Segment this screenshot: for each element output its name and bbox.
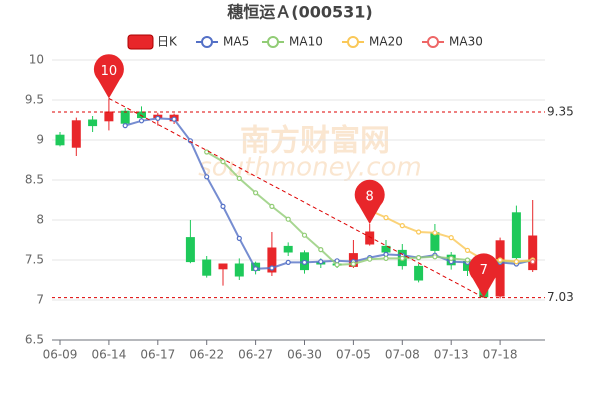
- candle-body: [234, 263, 244, 277]
- ma-point: [122, 122, 128, 129]
- candle-body: [55, 134, 65, 146]
- ma-point: [416, 255, 422, 261]
- ma-point: [464, 247, 471, 253]
- ma-point: [285, 259, 291, 265]
- candle-body: [71, 120, 81, 148]
- ma-point: [138, 118, 145, 124]
- legend-label: MA30: [449, 35, 483, 49]
- ma-point: [301, 232, 308, 238]
- y-tick-label: 9.5: [25, 93, 44, 107]
- ma-point: [448, 255, 454, 261]
- candle-body: [104, 111, 114, 122]
- watermark: southmoney.com: [198, 153, 421, 183]
- y-tick-label: 7: [36, 293, 44, 307]
- y-tick-label: 7.5: [25, 253, 44, 267]
- legend-swatch: [267, 36, 279, 48]
- annotation-label: 8: [366, 190, 374, 205]
- annotation-pin: [468, 253, 499, 298]
- annotation-pin: [93, 54, 124, 99]
- reference-label: 9.35: [547, 105, 574, 119]
- x-tick-label: 07-18: [483, 348, 518, 362]
- x-tick-label: 06-27: [238, 348, 273, 362]
- candle-body: [218, 263, 228, 270]
- y-tick-label: 8.5: [25, 173, 44, 187]
- ma-point: [399, 223, 405, 229]
- legend-swatch: [201, 36, 213, 48]
- candle-body: [283, 245, 293, 253]
- ma-point: [155, 115, 161, 122]
- candle-body: [88, 119, 98, 127]
- x-tick-label: 06-22: [189, 348, 224, 362]
- candle-body: [414, 265, 424, 281]
- ma-point: [432, 254, 438, 260]
- candle-body: [120, 110, 130, 124]
- ma-point: [383, 215, 389, 221]
- x-tick-label: 06-30: [287, 348, 322, 362]
- x-tick-label: 07-05: [336, 348, 371, 362]
- legend-swatch: [427, 36, 439, 48]
- legend-label: MA10: [289, 35, 323, 49]
- x-tick-label: 06-17: [140, 348, 175, 362]
- candle-body: [137, 111, 146, 119]
- x-tick-label: 06-09: [43, 348, 78, 362]
- ma-point: [220, 203, 226, 209]
- trend-line: [108, 97, 485, 299]
- ma-point: [301, 259, 308, 265]
- chart-title: 穗恒运Ａ(000531): [227, 3, 372, 22]
- ma-point: [513, 259, 520, 265]
- legend-label: MA5: [223, 35, 249, 49]
- legend-swatch: [347, 36, 359, 48]
- ma-point: [318, 259, 324, 265]
- y-tick-label: 6.5: [25, 333, 44, 347]
- ma-point: [236, 175, 242, 181]
- candle-body: [365, 231, 375, 245]
- ma-point: [448, 235, 454, 241]
- x-tick-label: 07-13: [434, 348, 469, 362]
- candle-body: [430, 232, 440, 251]
- ma-point: [253, 190, 259, 196]
- legend-swatch: [127, 34, 154, 50]
- ma-point: [204, 174, 210, 180]
- watermark: 南方财富网: [240, 124, 390, 159]
- ma-point: [171, 116, 177, 122]
- ma-point: [334, 262, 340, 268]
- candle-body: [528, 235, 538, 271]
- y-tick-label: 10: [29, 53, 44, 67]
- candle-body: [185, 237, 195, 263]
- annotation-label: 7: [480, 263, 488, 278]
- ma-point: [350, 261, 356, 267]
- ma-point: [432, 230, 438, 236]
- ma-point: [269, 203, 275, 209]
- x-tick-label: 07-08: [385, 348, 420, 362]
- ma-line: [124, 117, 533, 270]
- candle-body: [202, 259, 212, 276]
- ma-point: [464, 257, 471, 263]
- annotation-label: 10: [101, 64, 118, 79]
- ma-point: [416, 229, 422, 235]
- ma-point: [253, 266, 259, 272]
- ma-point: [383, 251, 389, 257]
- ma-point: [367, 256, 373, 262]
- legend-label: 日K: [157, 35, 178, 49]
- candle-body: [267, 247, 277, 273]
- ma-point: [236, 235, 242, 241]
- legend-label: MA20: [369, 35, 403, 49]
- candle-body: [511, 212, 521, 259]
- ma-point: [399, 255, 405, 261]
- ma-point: [318, 247, 324, 253]
- ma-point: [269, 265, 275, 271]
- reference-label: 7.03: [547, 290, 574, 304]
- ma-point: [497, 257, 503, 263]
- ma-point: [530, 259, 536, 265]
- y-tick-label: 9: [36, 133, 44, 147]
- ma-point: [220, 159, 226, 165]
- x-tick-label: 06-14: [91, 348, 126, 362]
- y-tick-label: 8: [36, 213, 44, 227]
- ma-point: [285, 216, 291, 222]
- ma-point: [383, 255, 389, 261]
- ma-point: [204, 149, 210, 155]
- annotation-pin: [354, 179, 385, 224]
